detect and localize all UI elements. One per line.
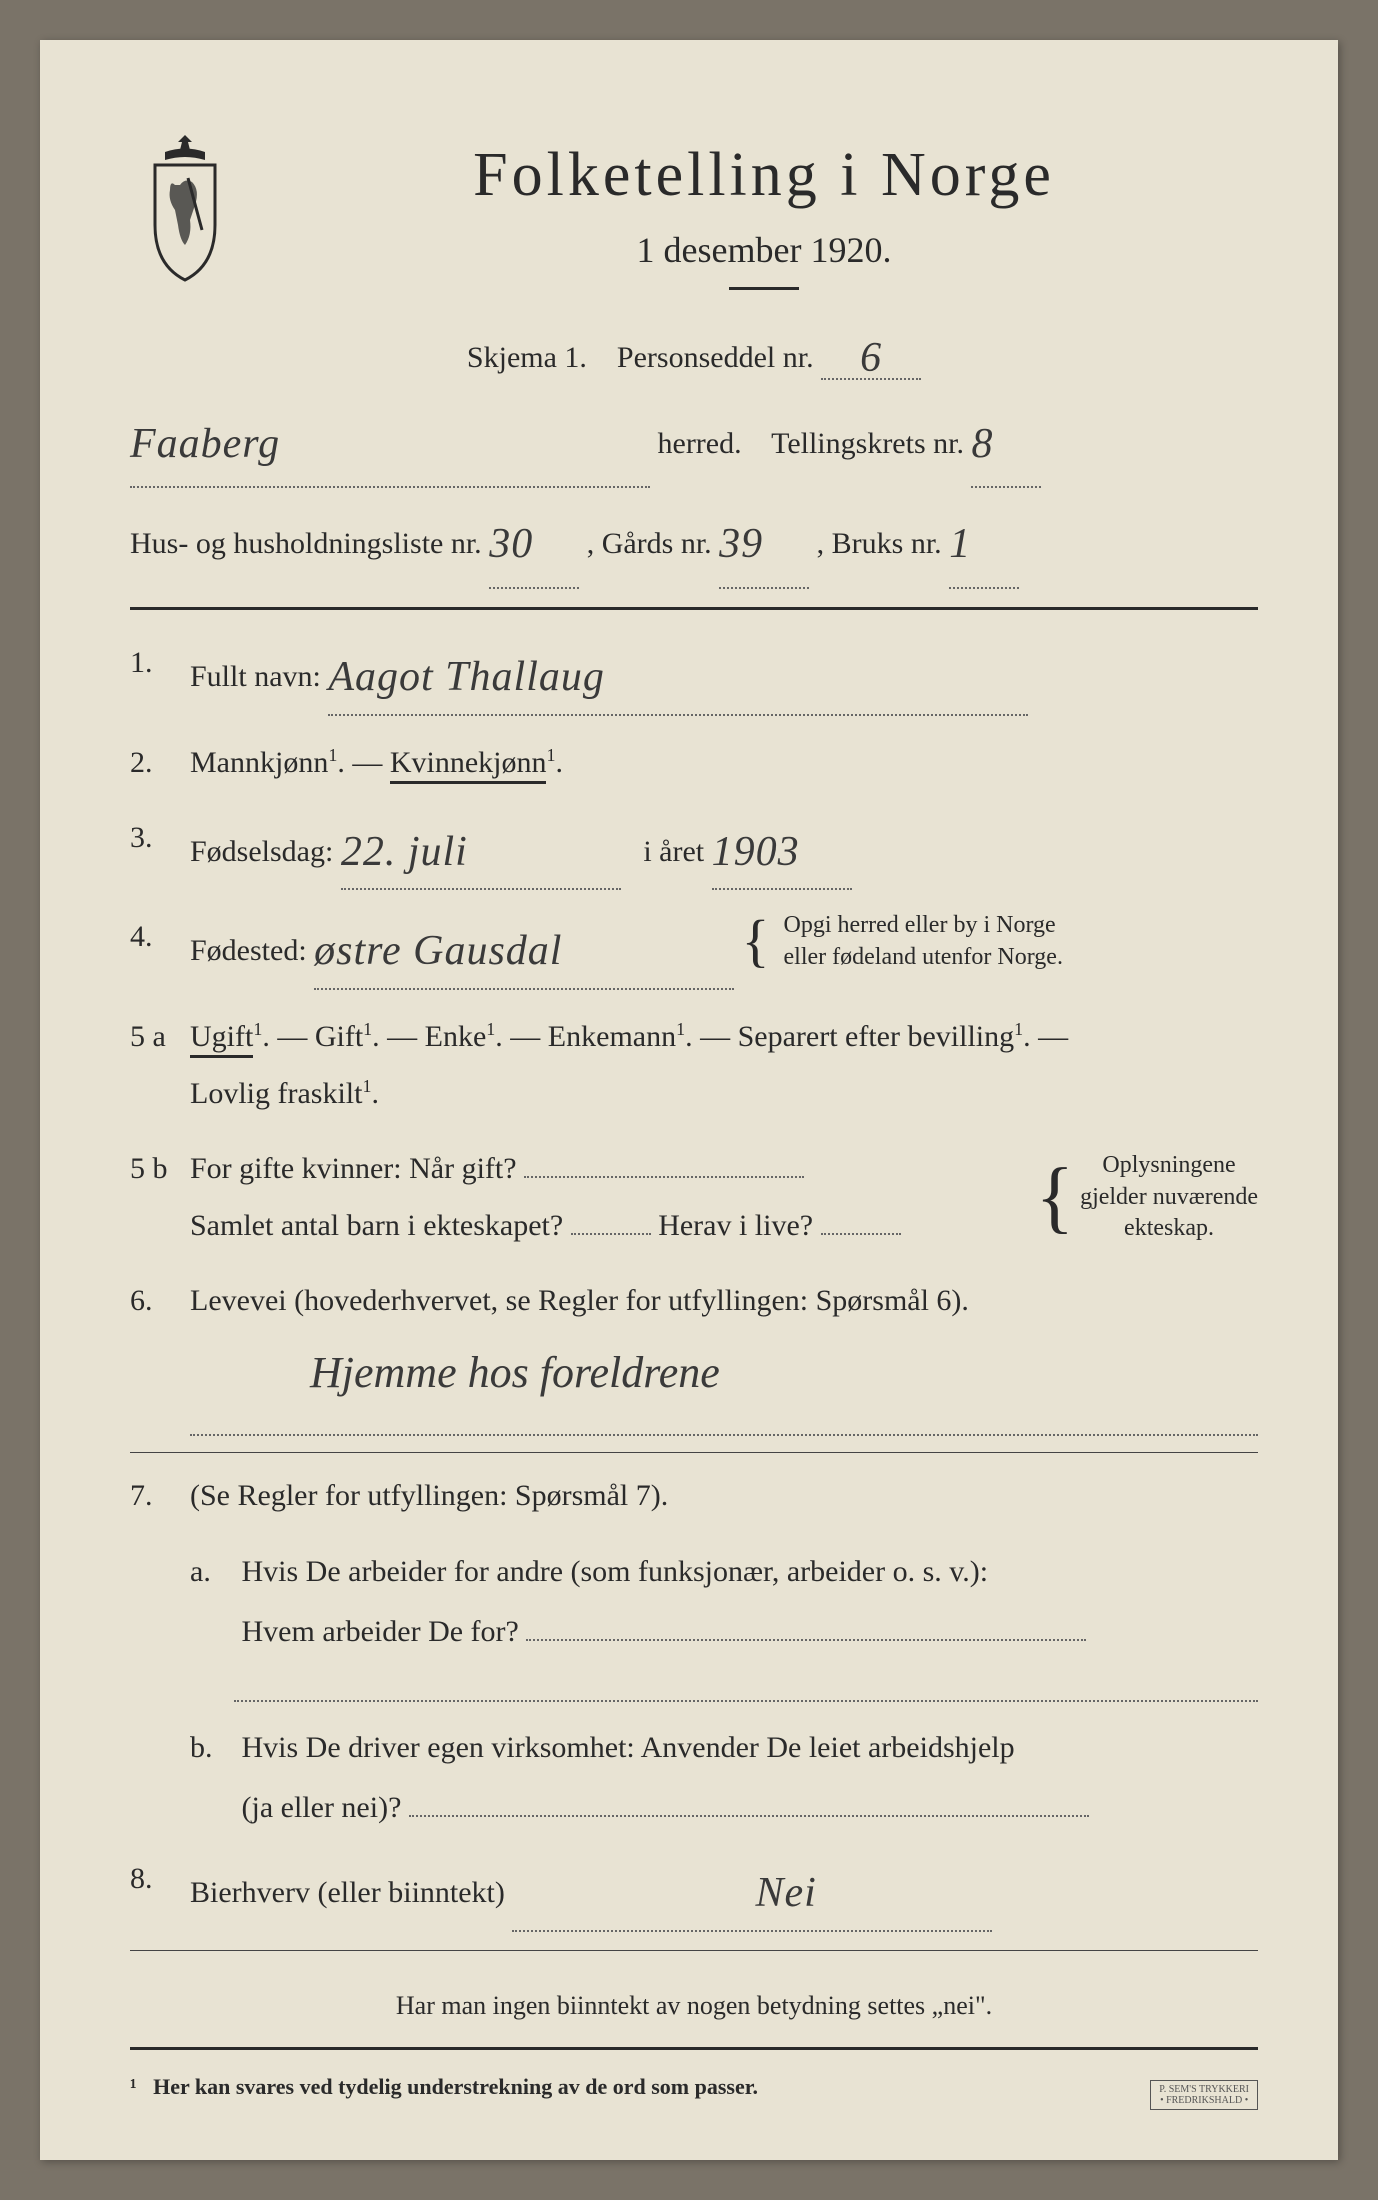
q3-label: Fødselsdag:	[190, 835, 333, 868]
q8-value: Nei	[755, 1870, 816, 1916]
q5b-note1: Oplysningene	[1102, 1152, 1235, 1178]
q4-value: østre Gausdal	[314, 928, 562, 974]
herred-line: Faaberg herred. Tellingskrets nr. 8	[130, 394, 1258, 488]
coat-of-arms-icon	[130, 130, 240, 290]
q5a-enkemann: Enkemann	[548, 1020, 676, 1053]
q1-num: 1.	[130, 634, 190, 716]
q2: 2. Mannkjønn1. — Kvinnekjønn1.	[130, 734, 1258, 791]
footnote-2-text: Her kan svares ved tydelig understreknin…	[153, 2074, 758, 2099]
q1: 1. Fullt navn: Aagot Thallaug	[130, 634, 1258, 716]
herred-value: Faaberg	[130, 421, 280, 467]
q1-value: Aagot Thallaug	[328, 654, 605, 700]
bruks-nr: 1	[949, 521, 971, 567]
rule-before-footnote	[130, 1950, 1258, 1951]
q7b-label: b.	[190, 1718, 234, 1778]
q5b-note3: ekteskap.	[1124, 1215, 1214, 1241]
q5a-fraskilt: Lovlig fraskilt	[190, 1077, 362, 1110]
q3-year: 1903	[712, 829, 800, 875]
q6-blank-line	[190, 1408, 1258, 1436]
q7-label: (Se Regler for utfyllingen: Spørsmål 7).	[190, 1479, 668, 1512]
q6-num: 6.	[130, 1272, 190, 1329]
q4-label: Fødested:	[190, 934, 307, 967]
q5b-brace: { Oplysningene gjelder nuværende ekteska…	[1036, 1150, 1258, 1244]
printer-line1: P. SEM'S TRYKKERI	[1159, 2084, 1249, 2095]
bruks-label: , Bruks nr.	[817, 527, 942, 560]
footnote-1: Har man ingen biinntekt av nogen betydni…	[130, 1991, 1258, 2021]
q3-num: 3.	[130, 809, 190, 891]
q3: 3. Fødselsdag: 22. juli i året 1903	[130, 809, 1258, 891]
q1-label: Fullt navn:	[190, 660, 321, 693]
q4-note2: eller fødeland utenfor Norge.	[784, 944, 1063, 970]
header-row: Folketelling i Norge 1 desember 1920.	[130, 140, 1258, 320]
q7b-line2: (ja eller nei)?	[242, 1791, 402, 1824]
q5a-gift: Gift	[315, 1020, 363, 1053]
hus-label: Hus- og husholdningsliste nr.	[130, 527, 482, 560]
q4-note1: Opgi herred eller by i Norge	[784, 912, 1056, 938]
title-block: Folketelling i Norge 1 desember 1920.	[270, 140, 1258, 320]
footnotes: Har man ingen biinntekt av nogen betydni…	[130, 1991, 1258, 2100]
gards-label: , Gårds nr.	[587, 527, 712, 560]
q3-day: 22. juli	[341, 829, 468, 875]
title-rule	[729, 287, 799, 290]
q7a-line1: Hvis De arbeider for andre (som funksjon…	[242, 1555, 989, 1588]
q5a-ugift: Ugift	[190, 1020, 253, 1058]
tellingskrets-nr: 8	[971, 421, 993, 467]
herred-label: herred.	[658, 427, 742, 460]
subtitle: 1 desember 1920.	[270, 229, 1258, 271]
footnote-rule	[130, 2047, 1258, 2050]
q7a-line2: Hvem arbeider De for?	[242, 1615, 519, 1648]
q8-label: Bierhverv (eller biinntekt)	[190, 1876, 505, 1909]
footnote-2-sup: ¹	[130, 2074, 137, 2099]
q5b: 5 b For gifte kvinner: Når gift? Samlet …	[130, 1140, 1258, 1254]
gards-nr: 39	[719, 521, 763, 567]
census-form-page: Folketelling i Norge 1 desember 1920. Sk…	[40, 40, 1338, 2160]
q7: 7. (Se Regler for utfyllingen: Spørsmål …	[130, 1467, 1258, 1524]
q5a: 5 a Ugift1. — Gift1. — Enke1. — Enkemann…	[130, 1008, 1258, 1122]
q4-brace: { Opgi herred eller by i Norge eller fød…	[742, 910, 1063, 972]
q8-num: 8.	[130, 1850, 190, 1932]
q5a-enke: Enke	[425, 1020, 487, 1053]
q5b-note2: gjelder nuværende	[1080, 1184, 1258, 1210]
section-rule-1	[130, 607, 1258, 610]
q4: 4. Fødested: østre Gausdal { Opgi herred…	[130, 908, 1258, 990]
hus-nr: 30	[489, 521, 533, 567]
q5a-separert: Separert efter bevilling	[738, 1020, 1015, 1053]
printer-stamp: P. SEM'S TRYKKERI • FREDRIKSHALD •	[1150, 2080, 1258, 2110]
skjema-label: Skjema 1.	[467, 341, 587, 374]
q6-value: Hjemme hos foreldrene	[310, 1347, 1258, 1398]
main-title: Folketelling i Norge	[270, 140, 1258, 211]
q6-label: Levevei (hovederhvervet, se Regler for u…	[190, 1284, 969, 1317]
q7b-line1: Hvis De driver egen virksomhet: Anvender…	[242, 1731, 1015, 1764]
q5b-line1: For gifte kvinner: Når gift?	[190, 1152, 517, 1185]
footnote-2: ¹ Her kan svares ved tydelig understrekn…	[130, 2074, 1258, 2100]
q7a-blank	[234, 1674, 1258, 1702]
q7b: b. Hvis De driver egen virksomhet: Anven…	[130, 1718, 1258, 1838]
personseddel-label: Personseddel nr.	[617, 341, 814, 374]
q3-year-label: i året	[643, 835, 704, 868]
q5b-line2a: Samlet antal barn i ekteskapet?	[190, 1209, 563, 1242]
q4-num: 4.	[130, 908, 190, 990]
q7a: a. Hvis De arbeider for andre (som funks…	[130, 1542, 1258, 1662]
q2-num: 2.	[130, 734, 190, 791]
q7a-label: a.	[190, 1542, 234, 1602]
schema-line: Skjema 1. Personseddel nr. 6	[130, 330, 1258, 380]
q5a-num: 5 a	[130, 1008, 190, 1122]
rule-after-6	[130, 1452, 1258, 1453]
q2-mann: Mannkjønn	[190, 746, 328, 779]
q8: 8. Bierhverv (eller biinntekt) Nei	[130, 1850, 1258, 1932]
q5b-num: 5 b	[130, 1140, 190, 1254]
hus-line: Hus- og husholdningsliste nr. 30 , Gårds…	[130, 494, 1258, 588]
printer-line2: • FREDRIKSHALD •	[1159, 2095, 1249, 2106]
q5b-line2b: Herav i live?	[658, 1209, 813, 1242]
q6: 6. Levevei (hovederhvervet, se Regler fo…	[130, 1272, 1258, 1329]
q2-dash1: —	[352, 746, 390, 779]
q2-kvinne: Kvinnekjønn	[390, 746, 547, 784]
personseddel-nr: 6	[860, 335, 882, 381]
q7-num: 7.	[130, 1467, 190, 1524]
tellingskrets-label: Tellingskrets nr.	[771, 427, 964, 460]
